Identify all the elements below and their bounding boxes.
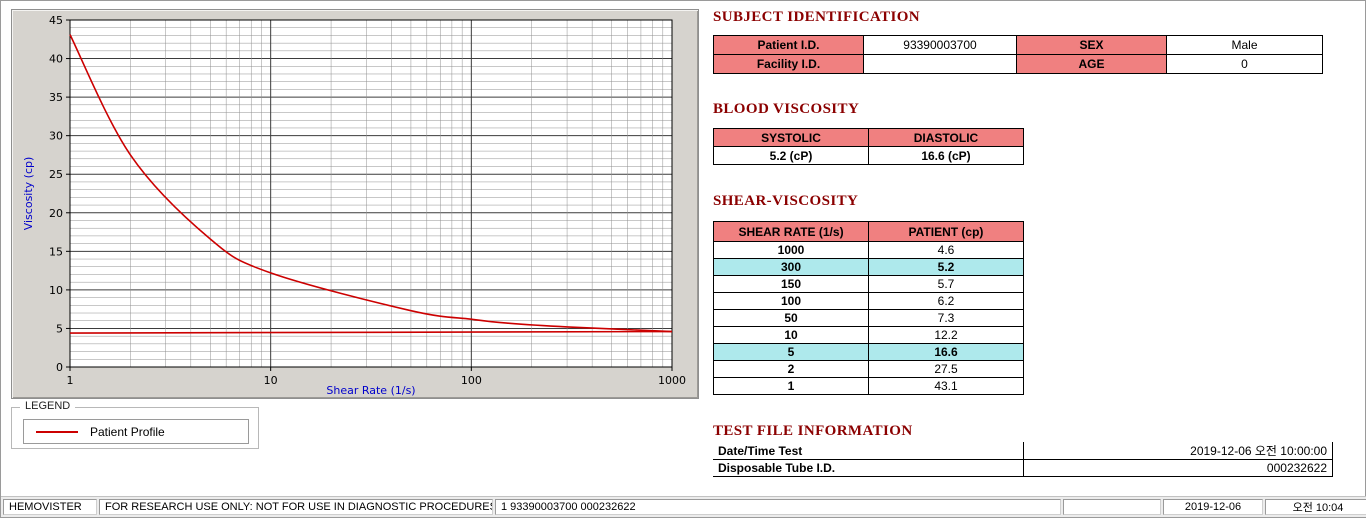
systolic-value: 5.2 (cP) [713, 146, 869, 165]
age-value: 0 [1166, 54, 1323, 74]
report-data-column: SUBJECT IDENTIFICATION Patient I.D. 9339… [713, 1, 1338, 498]
patient-value-cell: 5.2 [868, 258, 1024, 276]
shear-rate-cell: 300 [713, 258, 869, 276]
table-row: 1 43.1 [713, 377, 1024, 395]
svg-text:30: 30 [49, 130, 63, 143]
status-test-identifiers: 1 93390003700 000232622 [495, 499, 1061, 515]
legend-entry-box: Patient Profile [23, 419, 249, 444]
svg-text:20: 20 [49, 207, 63, 220]
table-header-row: SHEAR RATE (1/s) PATIENT (cp) [713, 221, 1024, 242]
table-row: SYSTOLIC DIASTOLIC [713, 128, 1024, 147]
svg-text:100: 100 [461, 374, 482, 387]
legend-groupbox: LEGEND Patient Profile [11, 400, 259, 449]
svg-text:0: 0 [56, 361, 63, 374]
patient-id-value: 93390003700 [863, 35, 1017, 55]
legend-title: LEGEND [20, 400, 76, 412]
table-row: 1000 4.6 [713, 241, 1024, 259]
facility-id-value [863, 54, 1017, 74]
status-empty-panel [1063, 499, 1161, 515]
svg-text:10: 10 [49, 284, 63, 297]
shear-rate-cell: 1 [713, 377, 869, 395]
facility-id-label: Facility I.D. [713, 54, 864, 74]
table-row: 5.2 (cP) 16.6 (cP) [713, 146, 1024, 165]
svg-text:25: 25 [49, 168, 63, 181]
svg-text:35: 35 [49, 91, 63, 104]
blood-viscosity-table: SYSTOLIC DIASTOLIC 5.2 (cP) 16.6 (cP) [713, 128, 1024, 165]
table-row: Date/Time Test 2019-12-06 오전 10:00:00 [713, 442, 1333, 460]
table-row: 150 5.7 [713, 275, 1024, 293]
sex-label: SEX [1016, 35, 1167, 55]
status-app-name: HEMOVISTER [3, 499, 97, 515]
shear-rate-cell: 2 [713, 360, 869, 378]
table-row: 10 12.2 [713, 326, 1024, 344]
shear-rate-cell: 10 [713, 326, 869, 344]
table-row: Disposable Tube I.D. 000232622 [713, 459, 1333, 477]
legend-entry-label: Patient Profile [90, 424, 165, 439]
svg-text:10: 10 [264, 374, 278, 387]
status-time: 오전 10:04 [1265, 499, 1366, 515]
patient-value-cell: 43.1 [868, 377, 1024, 395]
svg-text:45: 45 [49, 14, 63, 27]
patient-value-cell: 6.2 [868, 292, 1024, 310]
status-research-use-notice: FOR RESEARCH USE ONLY: NOT FOR USE IN DI… [99, 499, 493, 515]
table-row-highlighted: 300 5.2 [713, 258, 1024, 276]
patient-cp-header: PATIENT (cp) [868, 221, 1024, 242]
shear-viscosity-title: SHEAR-VISCOSITY [713, 193, 859, 209]
svg-text:Shear Rate (1/s): Shear Rate (1/s) [326, 384, 415, 397]
table-row-highlighted: 5 16.6 [713, 343, 1024, 361]
shear-rate-cell: 5 [713, 343, 869, 361]
patient-value-cell: 5.7 [868, 275, 1024, 293]
svg-text:1: 1 [67, 374, 74, 387]
svg-text:5: 5 [56, 322, 63, 335]
table-row: 50 7.3 [713, 309, 1024, 327]
patient-value-cell: 27.5 [868, 360, 1024, 378]
test-file-information-title: TEST FILE INFORMATION [713, 423, 913, 439]
status-bar: HEMOVISTER FOR RESEARCH USE ONLY: NOT FO… [1, 496, 1366, 517]
patient-value-cell: 7.3 [868, 309, 1024, 327]
svg-text:40: 40 [49, 53, 63, 66]
svg-text:15: 15 [49, 245, 63, 258]
diastolic-value: 16.6 (cP) [868, 146, 1024, 165]
shear-viscosity-table: SHEAR RATE (1/s) PATIENT (cp) 1000 4.6 3… [713, 221, 1024, 395]
shear-rate-cell: 50 [713, 309, 869, 327]
svg-text:1000: 1000 [658, 374, 686, 387]
patient-value-cell: 4.6 [868, 241, 1024, 259]
status-date: 2019-12-06 [1163, 499, 1263, 515]
shear-rate-cell: 1000 [713, 241, 869, 259]
shear-rate-cell: 150 [713, 275, 869, 293]
table-row: 2 27.5 [713, 360, 1024, 378]
viscosity-chart-panel: 0 5 10 15 20 25 30 35 40 45 1 10 100 1000 Shear Rate (… [11, 9, 699, 399]
sex-value: Male [1166, 35, 1323, 55]
viscosity-chart: 0 5 10 15 20 25 30 35 40 45 1 10 100 1000 Shear Rate (… [12, 10, 698, 403]
diastolic-header: DIASTOLIC [868, 128, 1024, 147]
test-file-information-table: Date/Time Test 2019-12-06 오전 10:00:00 Di… [713, 442, 1333, 477]
patient-id-label: Patient I.D. [713, 35, 864, 55]
age-label: AGE [1016, 54, 1167, 74]
patient-value-cell: 16.6 [868, 343, 1024, 361]
subject-identification-title: SUBJECT IDENTIFICATION [713, 9, 921, 25]
shear-rate-cell: 100 [713, 292, 869, 310]
table-row: 100 6.2 [713, 292, 1024, 310]
disposable-tube-id-label: Disposable Tube I.D. [713, 459, 1024, 477]
svg-text:Viscosity (cp): Viscosity (cp) [22, 157, 35, 231]
patient-value-cell: 12.2 [868, 326, 1024, 344]
subject-identification-table: Patient I.D. 93390003700 SEX Male Facili… [713, 35, 1323, 74]
disposable-tube-id-value: 000232622 [1023, 459, 1333, 477]
viscosity-vs-shear-rate-plot: 0 5 10 15 20 25 30 35 40 45 1 10 100 1000 Shear Rate (… [22, 14, 686, 397]
date-time-test-label: Date/Time Test [713, 442, 1024, 460]
blood-viscosity-title: BLOOD VISCOSITY [713, 101, 860, 117]
patient-profile-line-sample [36, 430, 78, 433]
date-time-test-value: 2019-12-06 오전 10:00:00 [1023, 442, 1333, 460]
shear-rate-header: SHEAR RATE (1/s) [713, 221, 869, 242]
table-row: Patient I.D. 93390003700 SEX Male [713, 35, 1323, 55]
table-row: Facility I.D. AGE 0 [713, 54, 1323, 74]
systolic-header: SYSTOLIC [713, 128, 869, 147]
